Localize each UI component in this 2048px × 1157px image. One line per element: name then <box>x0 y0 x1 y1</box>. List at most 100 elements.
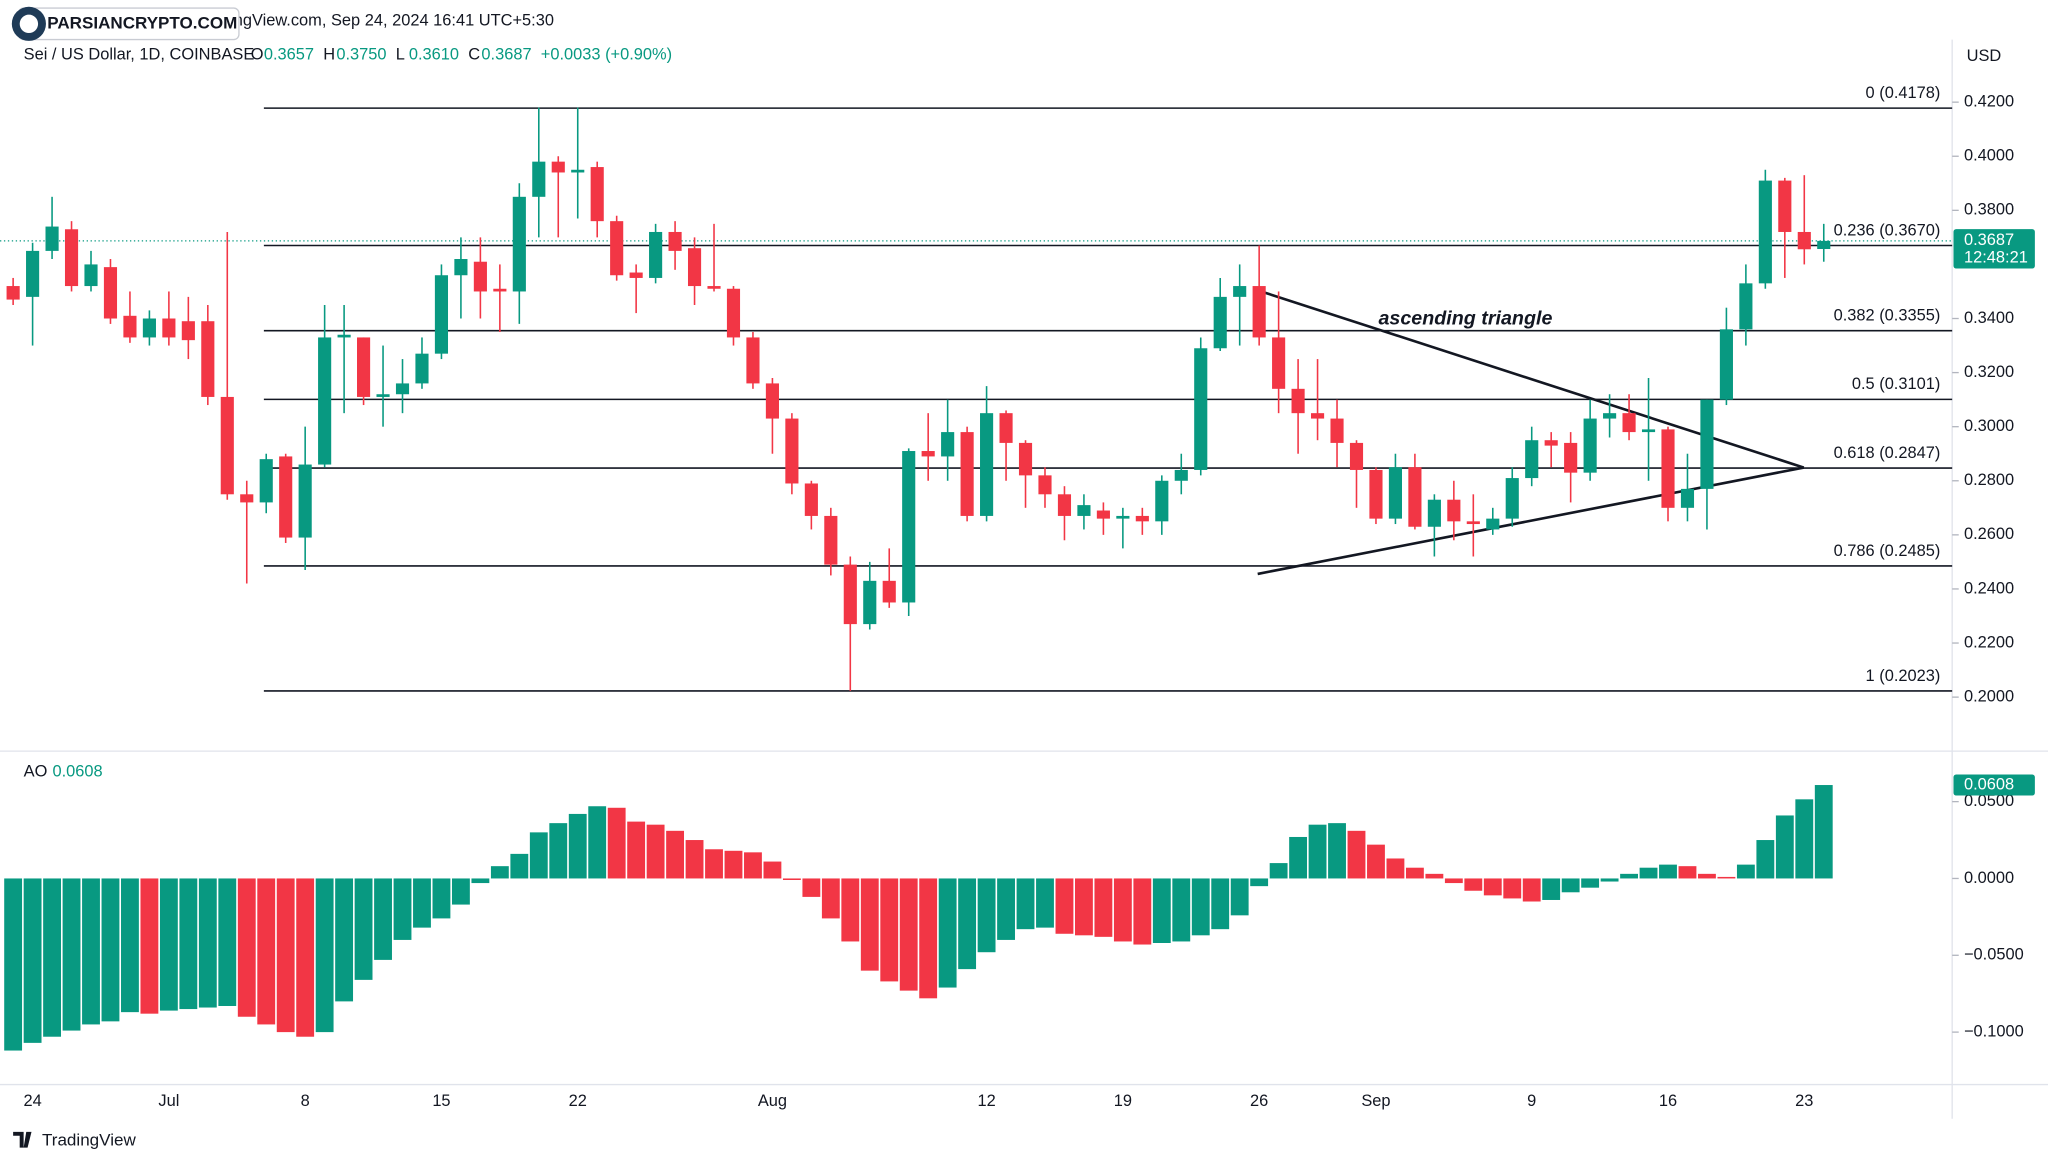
candle-body <box>1252 286 1266 338</box>
candle-body <box>279 456 293 538</box>
ao-bar <box>977 878 996 953</box>
ao-bar <box>938 878 957 988</box>
candle-body <box>84 264 98 287</box>
candle-body <box>1233 286 1247 297</box>
fib-label: 0.618 (0.2847) <box>1834 444 1941 462</box>
ao-bar <box>1152 878 1171 943</box>
candle-body <box>357 337 371 397</box>
ohlc-label: C <box>468 46 480 64</box>
ao-bar <box>685 840 704 879</box>
y-tick-label: 0.2600 <box>1964 525 2014 543</box>
candle-body <box>123 315 137 338</box>
ao-bar <box>432 878 451 919</box>
candle-body <box>103 267 118 319</box>
x-tick-label: Aug <box>758 1092 787 1110</box>
watermark: PARSIANCRYPTO.COM <box>11 6 240 41</box>
candle-body <box>1564 442 1578 473</box>
ao-bar <box>237 878 256 1017</box>
ao-bar <box>1483 878 1502 896</box>
ao-value: 0.0608 <box>53 762 103 780</box>
candle-body <box>1077 505 1091 516</box>
candle-body <box>434 275 449 354</box>
ao-bar <box>413 878 431 928</box>
ao-bar <box>451 878 470 905</box>
candle-body <box>1466 521 1480 525</box>
candle-body <box>1116 515 1130 519</box>
ohlc-value: 0.3657 <box>264 46 314 64</box>
ohlc-label: H <box>323 46 335 64</box>
ao-bar <box>1659 864 1677 879</box>
ao-bar <box>335 878 354 1002</box>
ao-bar <box>510 853 529 879</box>
ao-bar <box>393 878 412 940</box>
candle-body <box>1758 180 1772 284</box>
candle-body <box>1018 442 1033 476</box>
candle-body <box>1622 413 1636 433</box>
ao-bar <box>1561 878 1580 893</box>
y-tick-label: 0.4200 <box>1964 92 2014 110</box>
candle-body <box>1719 329 1733 400</box>
candle-body <box>1272 337 1286 389</box>
candle-body <box>1700 399 1714 489</box>
ao-bar <box>159 878 178 1011</box>
fib-label: 0.5 (0.3101) <box>1852 375 1940 393</box>
ao-bar <box>782 878 801 880</box>
ao-bar <box>490 866 509 879</box>
ao-bar <box>880 878 899 982</box>
ao-title: AO <box>24 762 48 780</box>
ohlc-label: L <box>396 46 405 64</box>
ao-bar <box>841 878 860 942</box>
price-tag-value: 0.3687 <box>1964 231 2014 249</box>
candle-body <box>1194 348 1208 470</box>
ao-bar <box>607 807 626 879</box>
x-tick-label: 23 <box>1795 1092 1813 1110</box>
ao-bar <box>549 823 568 879</box>
candle-body <box>1817 240 1831 250</box>
y-tick-label: 0.3400 <box>1964 309 2014 327</box>
x-tick-label: 24 <box>23 1092 41 1110</box>
candle-body <box>1661 429 1675 508</box>
candle-body <box>162 318 176 338</box>
candle-body <box>649 231 663 278</box>
candle-body <box>960 432 974 516</box>
ao-bar <box>1113 878 1132 942</box>
candle-body <box>1680 488 1695 508</box>
candle-body <box>1291 388 1305 414</box>
y-tick-label: 0.4000 <box>1964 147 2014 165</box>
ao-bar <box>1814 785 1833 879</box>
ao-bar <box>1542 878 1561 900</box>
ao-bar <box>140 878 159 1014</box>
candle-body <box>902 451 916 603</box>
candle-body <box>1174 469 1188 481</box>
x-tick-label: 26 <box>1250 1092 1268 1110</box>
ao-bar <box>43 878 61 1037</box>
candle-body <box>590 167 604 222</box>
candle-body <box>1408 467 1422 527</box>
candle-body <box>1603 413 1617 419</box>
candle-body <box>726 288 741 338</box>
ao-bar <box>958 878 977 970</box>
price-tag <box>1953 229 2035 269</box>
ao-bar <box>121 878 139 1013</box>
ao-bar <box>666 830 685 879</box>
candle-body <box>512 196 526 292</box>
x-tick-label: 12 <box>977 1092 995 1110</box>
ao-bar <box>1036 878 1054 928</box>
ao-bar <box>588 806 607 879</box>
x-tick-label: 19 <box>1114 1092 1132 1110</box>
candle-body <box>1349 442 1364 470</box>
x-tick-label: 15 <box>432 1092 450 1110</box>
candle-body <box>473 261 487 292</box>
y-tick-label: 0.3200 <box>1964 363 2014 381</box>
y-tick-label: 0.0000 <box>1964 869 2014 887</box>
ao-bar <box>1775 815 1794 879</box>
ao-bar <box>1289 836 1308 879</box>
y-tick-label: −0.1000 <box>1964 1022 2024 1040</box>
y-tick-label: 0.2200 <box>1964 633 2014 651</box>
x-tick-label: 8 <box>301 1092 310 1110</box>
candle-body <box>337 334 351 338</box>
candle-body <box>610 221 624 276</box>
ao-bar <box>1075 878 1093 936</box>
ao-bar <box>82 878 100 1025</box>
